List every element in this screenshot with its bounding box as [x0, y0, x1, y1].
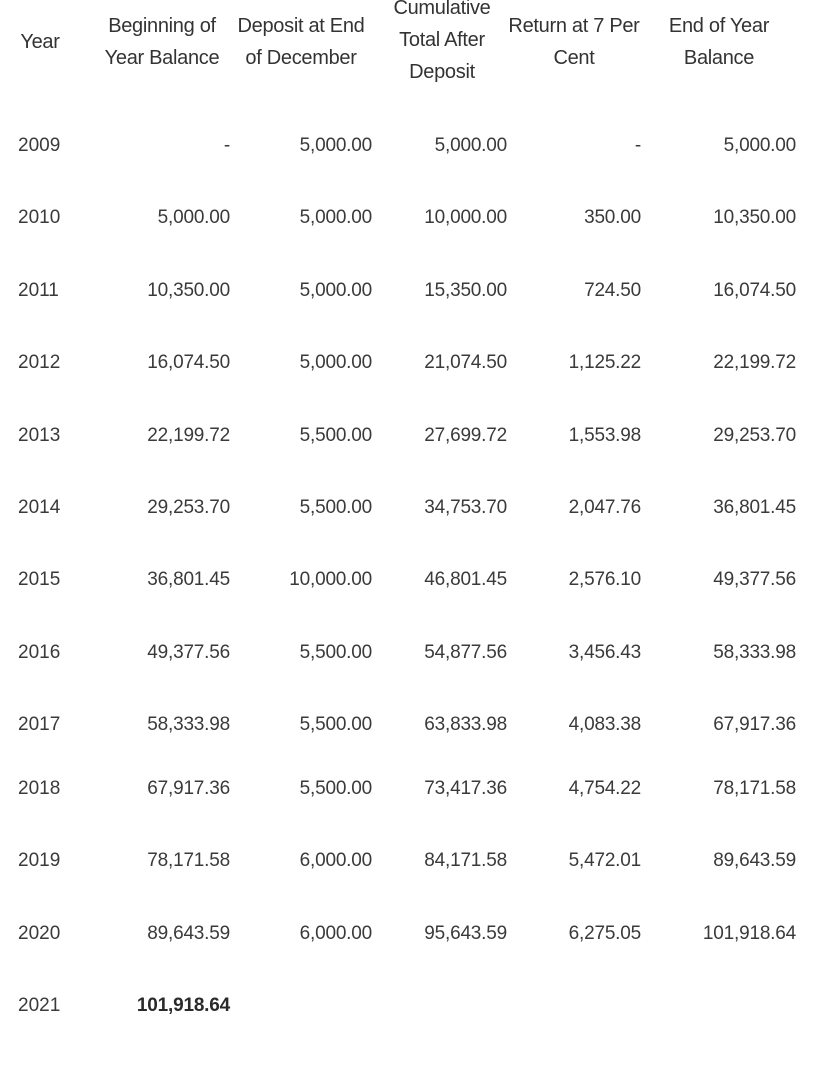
header-cumulative: Cumulative Total After Deposit: [393, 0, 491, 83]
cumulative-total-cell: 95,643.59: [424, 923, 507, 944]
end-balance-cell: 29,253.70: [713, 425, 796, 446]
end-balance-cell: 22,199.72: [713, 352, 796, 373]
header-return: Return at 7 Per Cent: [508, 15, 640, 69]
year-cell: 2015: [18, 569, 61, 590]
cumulative-total-cell: 27,699.72: [424, 425, 507, 446]
cumulative-total-cell: 5,000.00: [434, 135, 508, 156]
deposit-cell: 5,500.00: [299, 778, 373, 799]
beginning-balance-cell: 5,000.00: [157, 207, 231, 228]
beginning-balance-cell: 78,171.58: [147, 850, 230, 871]
beginning-balance-cell: 16,074.50: [147, 352, 230, 373]
end-balance-cell: 5,000.00: [723, 135, 797, 156]
cumulative-total-cell: 54,877.56: [424, 642, 507, 663]
return-cell: 3,456.43: [568, 642, 642, 663]
return-cell: 350.00: [584, 207, 641, 228]
header-beginning-balance: Beginning of Year Balance: [104, 15, 220, 69]
end-balance-cell: 78,171.58: [713, 778, 796, 799]
year-cell: 2014: [18, 497, 61, 518]
deposit-cell: 5,500.00: [299, 642, 373, 663]
cumulative-total-cell: 63,833.98: [424, 714, 507, 735]
deposit-cell: 10,000.00: [289, 569, 372, 590]
cumulative-total-cell: 10,000.00: [424, 207, 507, 228]
return-cell: 724.50: [584, 280, 641, 301]
beginning-balance-cell: -: [223, 135, 230, 156]
deposit-cell: 6,000.00: [299, 850, 373, 871]
deposit-cell: 5,000.00: [299, 135, 373, 156]
end-balance-cell: 10,350.00: [713, 207, 796, 228]
year-cell: 2016: [18, 642, 61, 663]
cumulative-total-cell: 34,753.70: [424, 497, 507, 518]
return-cell: 4,754.22: [568, 778, 642, 799]
cumulative-total-cell: 15,350.00: [424, 280, 507, 301]
cumulative-total-cell: 84,171.58: [424, 850, 507, 871]
end-balance-cell: 58,333.98: [713, 642, 796, 663]
beginning-balance-cell: 10,350.00: [147, 280, 230, 301]
year-cell: 2013: [18, 425, 61, 446]
year-cell: 2012: [18, 352, 61, 373]
beginning-balance-cell: 36,801.45: [147, 569, 230, 590]
beginning-balance-cell: 22,199.72: [147, 425, 230, 446]
return-cell: 2,047.76: [568, 497, 642, 518]
end-balance-cell: 16,074.50: [713, 280, 796, 301]
cumulative-total-cell: 21,074.50: [424, 352, 507, 373]
beginning-balance-cell: 101,918.64: [136, 995, 230, 1016]
return-cell: 2,576.10: [568, 569, 642, 590]
deposit-cell: 5,000.00: [299, 352, 373, 373]
deposit-cell: 5,000.00: [299, 207, 373, 228]
deposit-cell: 5,000.00: [299, 280, 373, 301]
beginning-balance-cell: 67,917.36: [147, 778, 230, 799]
year-cell: 2018: [18, 778, 61, 799]
cumulative-total-cell: 73,417.36: [424, 778, 507, 799]
end-balance-cell: 101,918.64: [702, 923, 796, 944]
return-cell: 5,472.01: [568, 850, 642, 871]
deposit-cell: 6,000.00: [299, 923, 373, 944]
beginning-balance-cell: 58,333.98: [147, 714, 230, 735]
year-cell: 2020: [18, 923, 61, 944]
year-cell: 2011: [18, 280, 59, 301]
deposit-cell: 5,500.00: [299, 714, 373, 735]
year-cell: 2017: [18, 714, 61, 735]
return-cell: 4,083.38: [568, 714, 642, 735]
header-deposit: Deposit at End of December: [237, 15, 365, 69]
year-cell: 2010: [18, 207, 61, 228]
deposit-cell: 5,500.00: [299, 425, 373, 446]
end-balance-cell: 89,643.59: [713, 850, 796, 871]
cumulative-total-cell: 46,801.45: [424, 569, 507, 590]
end-balance-cell: 49,377.56: [713, 569, 796, 590]
end-balance-cell: 67,917.36: [713, 714, 796, 735]
return-cell: 6,275.05: [568, 923, 642, 944]
year-cell: 2021: [18, 995, 61, 1016]
header-year: Year: [20, 31, 60, 53]
year-cell: 2019: [18, 850, 61, 871]
return-cell: 1,125.22: [568, 352, 642, 373]
deposit-cell: 5,500.00: [299, 497, 373, 518]
header-end-balance: End of Year Balance: [668, 15, 770, 69]
beginning-balance-cell: 29,253.70: [147, 497, 230, 518]
end-balance-cell: 36,801.45: [713, 497, 796, 518]
return-cell: -: [634, 135, 641, 156]
return-cell: 1,553.98: [568, 425, 642, 446]
beginning-balance-cell: 89,643.59: [147, 923, 230, 944]
year-cell: 2009: [18, 135, 61, 156]
beginning-balance-cell: 49,377.56: [147, 642, 230, 663]
